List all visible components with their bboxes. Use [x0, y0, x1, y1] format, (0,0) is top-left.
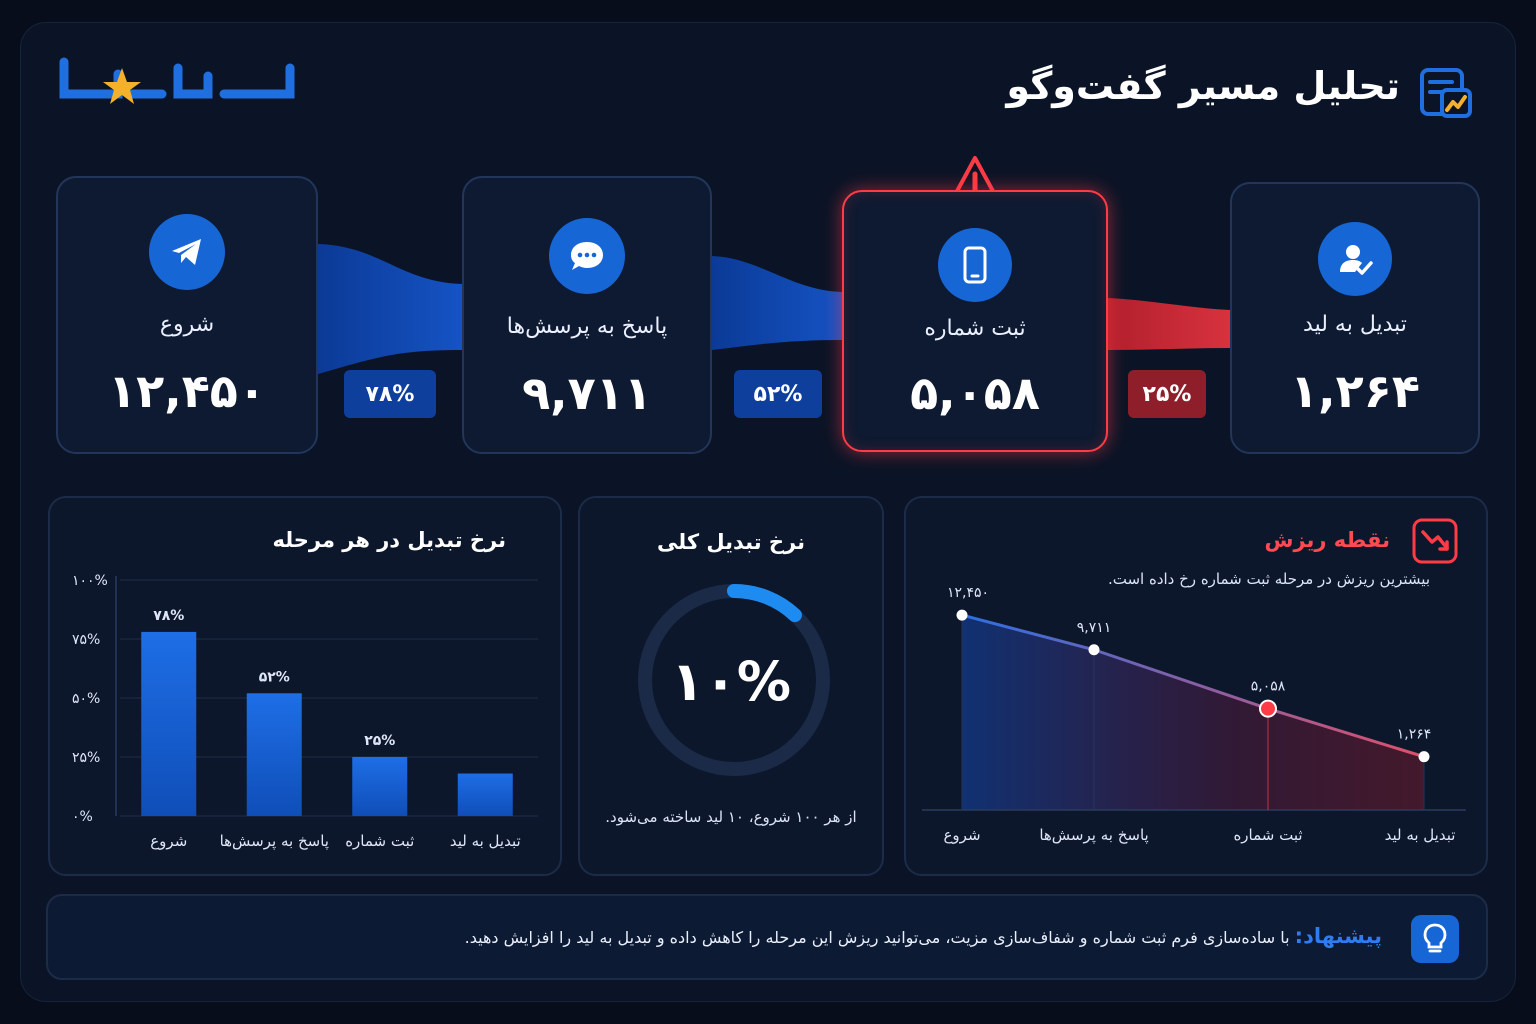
- bar: [246, 693, 302, 816]
- stage-card-lead[interactable]: تبدیل به لید ۱,۲۶۴: [1230, 182, 1480, 454]
- trend-down-icon: [1412, 518, 1458, 564]
- bar-chart-title: نرخ تبدیل در هر مرحله: [272, 528, 506, 552]
- x-tick-label: پاسخ به پرسش‌ها: [1039, 826, 1148, 845]
- drop-subtitle: بیشترین ریزش در مرحله ثبت شماره رخ داده …: [1107, 570, 1430, 588]
- bar: [457, 773, 513, 816]
- recommendation-label: پیشنهاد:: [1294, 924, 1382, 948]
- stage-label: تبدیل به لید: [1303, 312, 1407, 337]
- area-line: [961, 613, 1425, 759]
- x-tick-label: ثبت شماره: [345, 832, 414, 850]
- transition-rate-3: ۲۵%: [1128, 370, 1206, 418]
- bar-chart: ۱۰۰% ۷۵% ۵۰% ۲۵% ۰% ۷۸% ۵۲% ۲۵% شروع پاسخ به پر…: [72, 573, 538, 851]
- transition-rate-1: ۷۸%: [344, 370, 436, 418]
- flow-band-1: [318, 244, 462, 374]
- drop-point-panel: نقطه ریزش بیشترین ریزش در مرحله ثبت شمار…: [904, 496, 1488, 876]
- x-tick-label: ثبت شماره: [1233, 826, 1302, 844]
- donut-title: نرخ تبدیل کلی: [657, 530, 805, 554]
- x-tick-label: شروع: [150, 832, 187, 850]
- x-tick-label: تبدیل به لید: [450, 832, 521, 850]
- donut-value-label: ۱۰%: [670, 650, 792, 713]
- stage-value: ۱۲,۴۵۰: [108, 364, 266, 418]
- stage-conversion-panel: نرخ تبدیل در هر مرحله ۱۰۰% ۷۵% ۵۰% ۲۵% ۰% ۷۸…: [48, 496, 562, 876]
- telegram-icon: [149, 214, 225, 290]
- drop-area-chart: ۱۲,۴۵۰ ۹,۷۱۱ ۵,۰۵۸ ۱,۲۶۴ شروع پاسخ به پرسش‌ه…: [922, 585, 1466, 845]
- transition-rate-2: ۵۲%: [734, 370, 822, 418]
- bar-value-label: ۷۸%: [153, 608, 184, 624]
- analytics-report-icon: [1420, 68, 1472, 118]
- stage-value: ۹,۷۱۱: [522, 366, 652, 420]
- x-tick-label: پاسخ به پرسش‌ها: [220, 832, 329, 851]
- stage-label: پاسخ به پرسش‌ها: [506, 314, 668, 339]
- data-point: [956, 609, 968, 621]
- funnel-flow: [318, 244, 1230, 374]
- donut-chart: [638, 584, 830, 776]
- x-tick-label: شروع: [943, 826, 980, 844]
- stage-value: ۵,۰۵۸: [910, 366, 1040, 420]
- page-title: تحلیل مسیر گفت‌وگو: [1006, 64, 1400, 108]
- data-point: [1418, 751, 1430, 763]
- data-point: [1259, 699, 1277, 718]
- lightbulb-icon: [1411, 915, 1459, 963]
- data-point: [1088, 644, 1100, 656]
- donut-value-arc: [638, 584, 830, 776]
- bar: [352, 757, 408, 816]
- bar-value-label: ۲۵%: [364, 733, 395, 749]
- y-tick-label: ۱۰۰%: [72, 573, 108, 589]
- x-tick-label: تبدیل به لید: [1385, 826, 1456, 844]
- bar: [141, 631, 197, 816]
- phone-icon: [938, 228, 1012, 302]
- stage-label: شروع: [159, 312, 215, 337]
- point-value-label: ۱,۲۶۴: [1397, 727, 1432, 743]
- stage-card-start[interactable]: شروع ۱۲,۴۵۰: [56, 176, 318, 454]
- drop-title: نقطه ریزش: [1264, 528, 1390, 552]
- overall-conversion-panel: نرخ تبدیل کلی ۱۰% از هر ۱۰۰ شروع، ۱۰ لید…: [578, 496, 884, 876]
- y-tick-label: ۲۵%: [72, 750, 100, 766]
- y-tick-label: ۵۰%: [72, 691, 100, 707]
- y-tick-label: ۰%: [72, 809, 93, 825]
- flow-band-2: [712, 256, 842, 350]
- user-check-icon: [1318, 222, 1392, 296]
- point-value-label: ۹,۷۱۱: [1077, 620, 1112, 636]
- recommendation-bar: پیشنهاد: با ساده‌سازی فرم ثبت شماره و شف…: [46, 894, 1488, 980]
- stage-card-phone[interactable]: ثبت شماره ۵,۰۵۸: [842, 190, 1108, 452]
- donut-caption: از هر ۱۰۰ شروع، ۱۰ لید ساخته می‌شود.: [605, 808, 857, 826]
- bar-value-label: ۵۲%: [259, 669, 290, 685]
- stage-card-answers[interactable]: پاسخ به پرسش‌ها ۹,۷۱۱: [462, 176, 712, 454]
- area-fill: [962, 615, 1424, 810]
- stage-value: ۱,۲۶۴: [1290, 364, 1420, 418]
- y-tick-label: ۷۵%: [72, 632, 100, 648]
- recommendation-text: با ساده‌سازی فرم ثبت شماره و شفاف‌سازی م…: [464, 928, 1290, 947]
- point-value-label: ۵,۰۵۸: [1251, 679, 1286, 695]
- pidana-logo: [59, 57, 295, 104]
- stage-label: ثبت شماره: [924, 316, 1026, 341]
- flow-band-3: [1108, 298, 1230, 350]
- chat-bubble-icon: [549, 218, 625, 294]
- point-value-label: ۱۲,۴۵۰: [947, 585, 989, 601]
